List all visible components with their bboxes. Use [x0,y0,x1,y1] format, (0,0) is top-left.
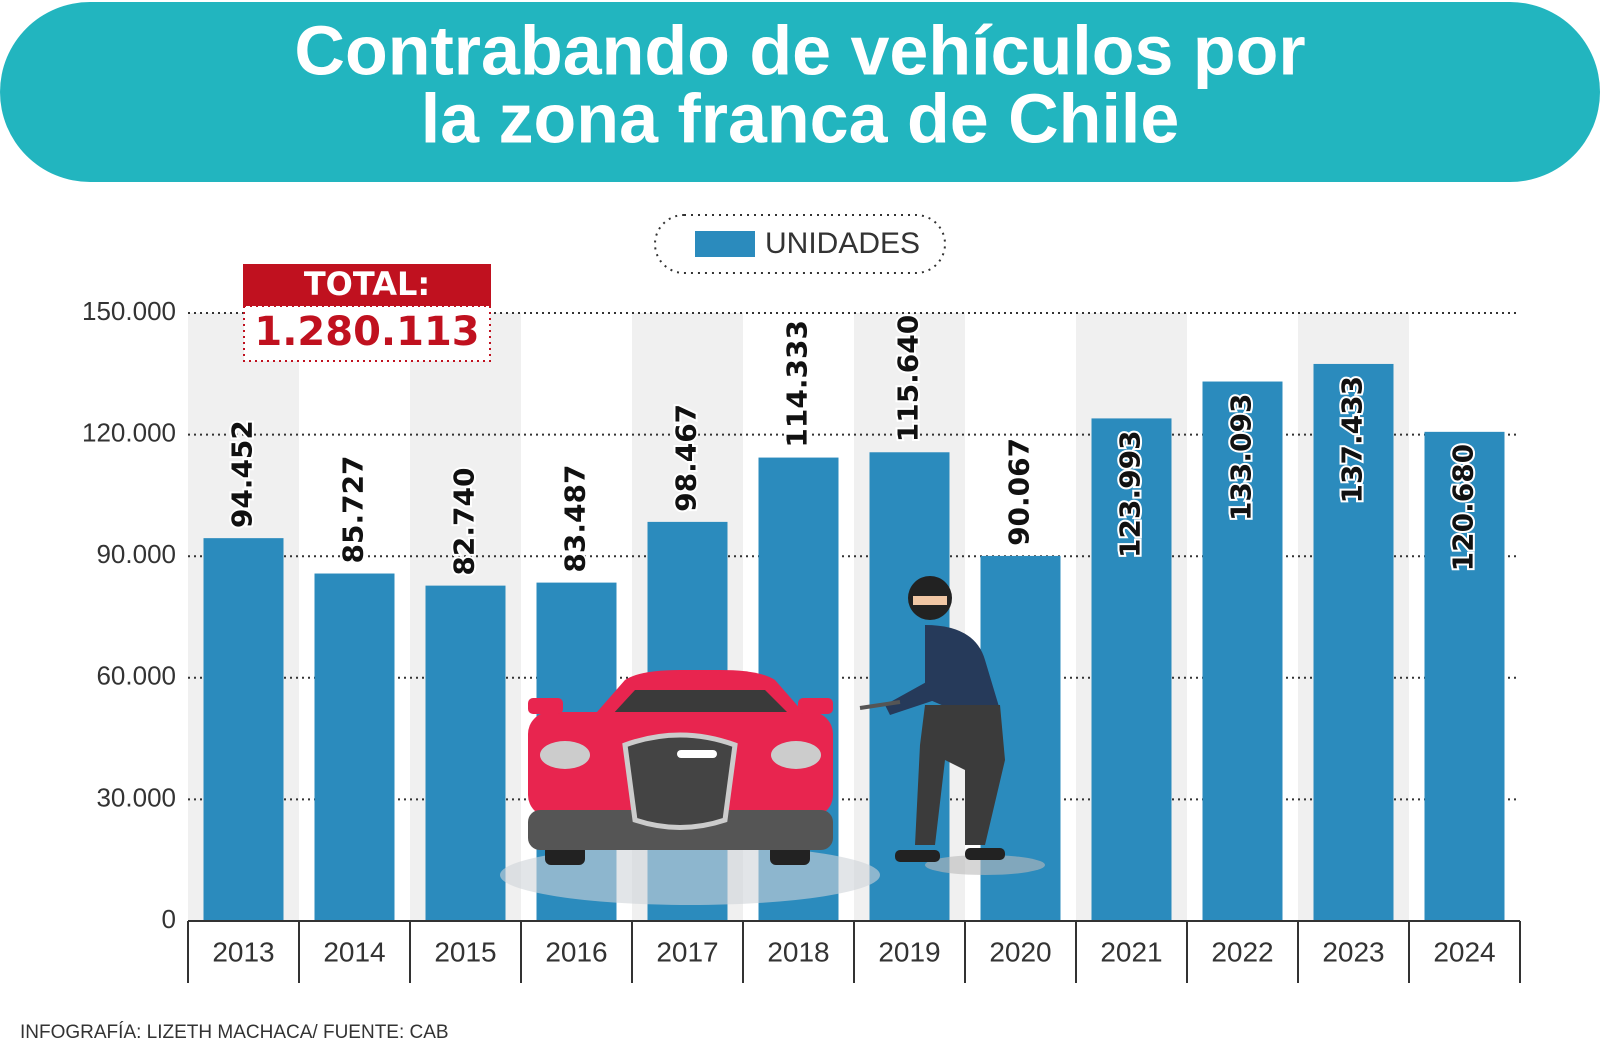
x-tick-label: 2018 [767,936,829,967]
title-banner [0,2,1600,182]
y-tick-label: 120.000 [82,417,176,447]
value-label: 94.452 [226,420,259,528]
y-tick-label: 90.000 [96,539,176,569]
value-label: 83.487 [559,465,592,573]
x-tick-label: 2021 [1100,936,1162,967]
x-tick-label: 2017 [656,936,718,967]
x-tick-label: 2022 [1211,936,1273,967]
bar [1424,431,1505,921]
y-tick-label: 30.000 [96,782,176,812]
value-label: 133.093 [1225,394,1258,522]
total-header [243,264,491,306]
bar [1202,381,1283,922]
bar [203,538,284,921]
x-tick-label: 2024 [1433,936,1495,967]
total-value: 1.280.113 [254,309,479,355]
x-tick-label: 2013 [212,936,274,967]
value-label: 85.727 [337,455,370,563]
bar [1091,418,1172,921]
chart-title-line: la zona franca de Chile [421,79,1180,157]
x-tick-label: 2015 [434,936,496,967]
value-label: 115.640 [892,315,925,443]
value-label: 98.467 [670,404,703,512]
legend-swatch [695,231,755,257]
total-frame [243,305,491,362]
x-tick-label: 2023 [1322,936,1384,967]
value-label: 114.333 [781,320,814,448]
value-label: 120.680 [1447,444,1480,572]
bar [1313,363,1394,921]
value-label: 90.067 [1003,438,1036,546]
bar [314,573,395,921]
y-tick-label: 60.000 [96,661,176,691]
total-label: TOTAL: [304,265,430,303]
value-label: 82.740 [448,468,481,576]
illustration [500,576,1045,905]
bars [203,363,1505,922]
legend: UNIDADES [654,214,946,274]
legend-label: UNIDADES [765,227,920,260]
value-label: 123.993 [1114,430,1147,558]
total-box: TOTAL: 1.280.113 [243,264,491,362]
source: INFOGRAFÍA: LIZETH MACHACA/ FUENTE: CAB [20,1022,449,1043]
y-tick-label: 0 [162,904,176,934]
x-tick-label: 2019 [878,936,940,967]
x-tick-label: 2014 [323,936,385,967]
y-tick-label: 150.000 [82,296,176,326]
x-tick-label: 2016 [545,936,607,967]
x-tick-label: 2020 [989,936,1051,967]
chart-title-line: Contrabando de vehículos por [294,11,1305,89]
value-label: 137.433 [1336,376,1369,504]
bar [425,585,506,921]
